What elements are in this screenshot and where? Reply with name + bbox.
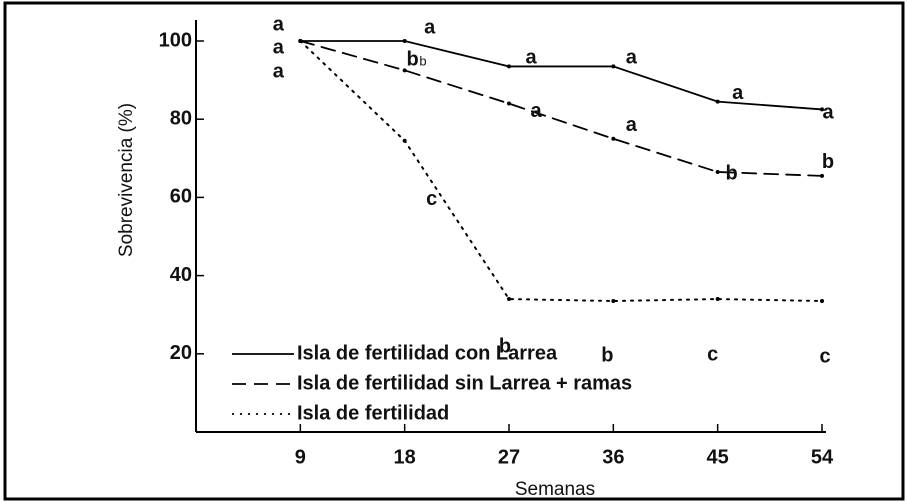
point	[820, 299, 824, 304]
significance-letter: a	[273, 36, 285, 58]
significance-letter: a	[530, 100, 542, 122]
y-tick-label: 40	[170, 264, 192, 286]
x-tick-label: 54	[811, 446, 834, 468]
legend-label: Isla de fertilidad con Larrea	[297, 342, 558, 364]
y-tick-label: 60	[170, 186, 192, 208]
point	[820, 173, 824, 178]
significance-letter: a	[732, 82, 744, 104]
x-tick-label: 27	[498, 446, 520, 468]
y-tick-label: 20	[170, 342, 192, 364]
significance-letter: a	[822, 102, 834, 124]
annotation: b	[419, 53, 426, 68]
significance-letter: a	[626, 114, 638, 136]
series-line	[299, 40, 823, 111]
point	[715, 169, 720, 174]
significance-letter: b	[407, 49, 419, 71]
significance-letter: b	[726, 162, 738, 184]
significance-letter: b	[822, 151, 834, 173]
significance-letter: a	[525, 47, 537, 69]
significance-letter: a	[626, 47, 638, 69]
point	[402, 138, 407, 143]
significance-letter: a	[273, 13, 285, 35]
x-tick-label: 36	[602, 446, 624, 468]
point	[820, 107, 824, 112]
significance-letter: b	[499, 335, 511, 357]
y-axis-label: Sobrevivencia (%)	[116, 103, 137, 257]
significance-letter: c	[819, 345, 830, 367]
significance-letter: a	[424, 16, 436, 38]
point	[611, 136, 616, 141]
point	[611, 299, 616, 304]
x-axis-label: Semanas	[515, 479, 595, 500]
point	[507, 101, 511, 106]
significance-letter: a	[273, 60, 285, 82]
x-tick-label: 18	[394, 446, 416, 468]
significance-letter: b	[601, 344, 613, 366]
point	[507, 297, 511, 302]
y-tick-label: 80	[170, 107, 192, 129]
significance-letter: c	[426, 188, 437, 210]
point	[402, 39, 407, 43]
y-tick-label: 100	[159, 29, 192, 51]
significance-letter: c	[707, 343, 718, 365]
x-tick-label: 45	[707, 446, 729, 468]
x-tick-label: 9	[295, 446, 306, 468]
legend-label: Isla de fertilidad sin Larrea + ramas	[297, 372, 632, 394]
series-line	[299, 40, 823, 177]
point	[715, 99, 720, 104]
frame	[3, 1, 905, 501]
series-line	[299, 40, 823, 303]
point	[715, 297, 720, 302]
point	[298, 39, 303, 43]
point	[611, 64, 616, 69]
point	[507, 64, 511, 69]
legend-label: Isla de fertilidad	[297, 402, 449, 424]
point	[402, 68, 407, 73]
